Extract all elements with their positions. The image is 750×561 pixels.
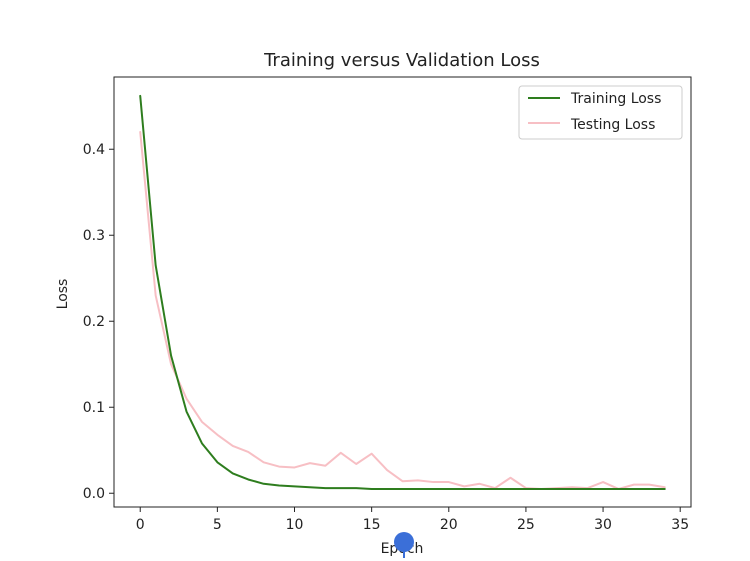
y-tick-label: 0.2 [83,314,105,330]
plot-area [113,76,692,508]
y-tick-label: 0.1 [83,400,105,416]
x-tick-label: 5 [213,517,222,533]
y-axis-ticks: 0.0 0.1 0.2 0.3 0.4 [83,142,114,502]
y-axis-label: Loss [55,279,71,310]
y-tick-label: 0.0 [83,486,105,502]
x-tick-label: 25 [517,517,535,533]
x-tick-label: 10 [286,517,304,533]
x-tick-label: 15 [363,517,381,533]
x-axis-ticks: 0 5 10 15 20 25 30 35 [136,507,689,533]
series-layer [139,94,666,490]
y-tick-label: 0.4 [83,142,105,158]
y-tick-label: 0.3 [83,228,105,244]
x-tick-label: 20 [440,517,458,533]
legend-label-training-loss: Training Loss [570,91,661,107]
legend-label-testing-loss: Testing Loss [570,117,655,133]
chart-title: Training versus Validation Loss [263,50,540,71]
series-line-testing-loss [139,131,666,490]
series-line-training-loss [139,94,666,490]
cursor-marker [394,532,414,558]
x-tick-label: 0 [136,517,145,533]
legend: Training Loss Testing Loss [518,85,683,140]
x-tick-label: 30 [594,517,612,533]
x-tick-label: 35 [671,517,689,533]
legend-box [518,85,683,140]
